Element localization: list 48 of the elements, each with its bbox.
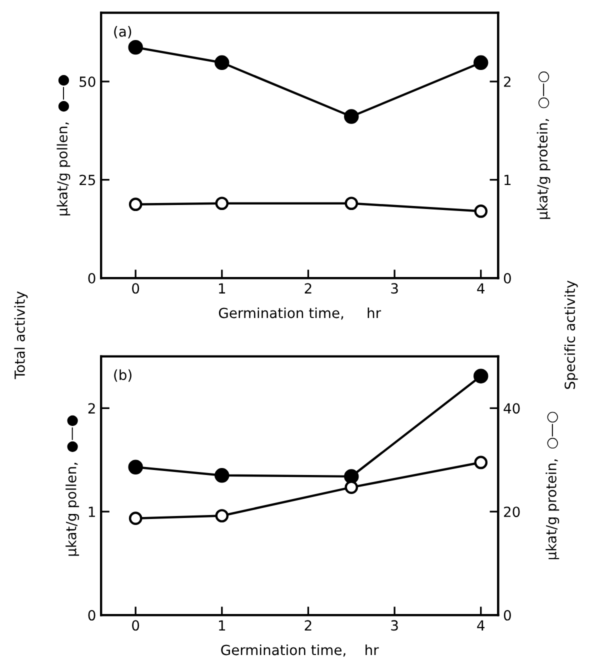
point [344, 109, 359, 124]
y2-tick-label: 40 [504, 403, 520, 414]
point [344, 480, 358, 494]
y2-axis-title: μkat/g protein, ○—○ [546, 412, 560, 560]
annotation: (b) [114, 369, 132, 382]
point [474, 368, 488, 384]
x-tick-label: 2 [304, 620, 312, 630]
point [128, 460, 143, 474]
point [344, 469, 359, 484]
y2-tick-label: 0 [504, 610, 511, 621]
y2-tick-label: 20 [504, 506, 520, 518]
y-tick-label: 25 [80, 174, 95, 186]
x-tick-label: 2 [304, 283, 312, 294]
point [215, 196, 229, 210]
y2-axis-title: μkat/g protein, ○—○ [536, 72, 550, 219]
y2-tick-label: 1 [504, 174, 511, 186]
y-axis-title: μkat/g pollen, ●—● [66, 415, 80, 556]
point [128, 40, 143, 55]
y-tick-label: 2 [88, 403, 95, 414]
x-tick-label: 1 [219, 283, 226, 294]
x-tick-label: 1 [219, 620, 226, 630]
point [128, 198, 142, 212]
y-tick-label: 1 [88, 506, 95, 517]
y2-tick-label: 2 [504, 76, 510, 87]
x-axis-title: Germination time, hr [218, 307, 382, 320]
x-axis-title: Germination time, hr [221, 644, 379, 657]
point [215, 509, 229, 522]
point [474, 55, 488, 70]
y-tick-label: 0 [88, 273, 96, 284]
annotation: (a) [114, 26, 132, 38]
x-tick-label: 3 [391, 283, 398, 294]
x-tick-label: 4 [477, 620, 485, 630]
text: Specific activity [564, 280, 578, 389]
text: Total activity [14, 291, 28, 380]
point [214, 55, 230, 70]
y-axis-title: μkat/g pollen, ●—● [56, 75, 70, 216]
y-tick-label: 50 [80, 76, 96, 87]
point [128, 512, 142, 525]
point [474, 456, 488, 470]
x-tick-label: 3 [391, 620, 398, 631]
y-tick-label: 0 [88, 610, 96, 621]
y2-tick-label: 0 [504, 273, 511, 284]
x-tick-label: 0 [132, 283, 140, 294]
x-tick-label: 4 [477, 283, 485, 294]
point [214, 468, 230, 483]
point [344, 196, 358, 210]
point [474, 204, 488, 218]
x-tick-label: 0 [132, 620, 140, 631]
